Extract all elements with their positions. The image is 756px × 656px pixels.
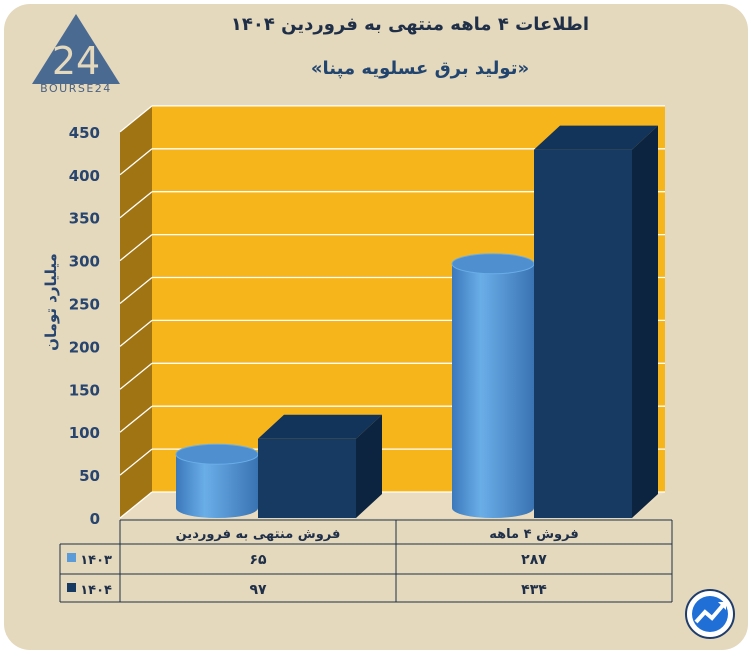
y-tick-label: 400: [69, 167, 100, 185]
grid-line-side: [119, 105, 153, 133]
data-label: ۲۸۷: [521, 552, 547, 568]
grid-line-side: [119, 362, 153, 390]
y-tick-label: 150: [69, 381, 100, 399]
legend-swatch: [67, 553, 76, 562]
data-label: ۴۳۴: [521, 582, 547, 598]
bar-top: [534, 125, 658, 150]
data-label: ۶۵: [249, 552, 267, 568]
bar-body: [452, 263, 534, 518]
bar-top: [451, 253, 535, 275]
bar-side: [356, 414, 382, 518]
bar-front: [534, 149, 632, 519]
grid-line-side: [119, 448, 153, 476]
bar-cylinder: [175, 443, 259, 518]
y-tick-label: 300: [69, 253, 100, 271]
y-tick-label: 200: [69, 338, 100, 356]
bar-cylinder: [451, 253, 535, 518]
bar-box: [258, 414, 382, 518]
bar-box: [534, 125, 658, 519]
y-tick-label: 350: [69, 210, 100, 228]
logo-text: BOURSE24: [40, 82, 112, 95]
y-tick-label: 450: [69, 124, 100, 142]
bar-side: [632, 125, 658, 519]
grid-line-side: [119, 191, 153, 219]
bourse24-logo-icon: 24: [28, 10, 128, 102]
legend-swatch: [67, 583, 76, 592]
y-tick-label: 50: [79, 467, 100, 485]
category-label: فروش منتهی به فروردین: [176, 527, 341, 542]
grid-line-side: [119, 491, 153, 519]
plot-side-wall: [120, 105, 152, 519]
y-tick-label: 0: [90, 510, 100, 528]
data-label: ۹۷: [249, 582, 267, 598]
grid-line-side: [119, 148, 153, 176]
y-tick-label: 100: [69, 424, 100, 442]
legend-label: ۱۴۰۳: [80, 553, 112, 568]
bar-body: [176, 454, 258, 518]
chart-title: اطلاعات ۴ ماهه منتهی به فروردین ۱۴۰۴: [230, 14, 590, 35]
grid-line-side: [119, 319, 153, 347]
trend-chart-icon: [684, 588, 736, 640]
logo-mark-text: 24: [52, 39, 100, 83]
bar-top: [175, 443, 259, 465]
grid-line-side: [119, 405, 153, 433]
grid-line-side: [119, 276, 153, 305]
grid-line-side: [119, 234, 153, 262]
legend-label: ۱۴۰۴: [80, 583, 112, 598]
bar-top: [258, 414, 382, 439]
category-label: فروش ۴ ماهه: [489, 527, 578, 542]
chart-subtitle: «تولید برق عسلویه مپنا»: [310, 58, 530, 79]
bar-front: [258, 438, 356, 518]
y-tick-label: 250: [69, 296, 100, 314]
